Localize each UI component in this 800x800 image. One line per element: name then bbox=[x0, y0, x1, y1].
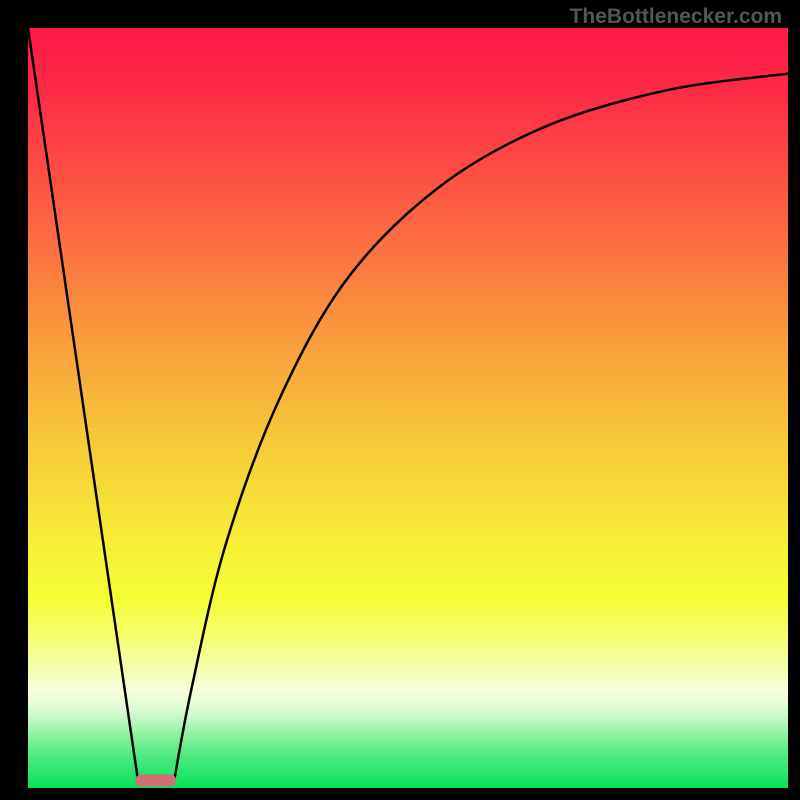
bottleneck-marker bbox=[135, 774, 176, 786]
left-descending-line bbox=[28, 28, 138, 782]
watermark-text: TheBottlenecker.com bbox=[570, 5, 782, 29]
right-rising-curve bbox=[174, 74, 788, 782]
chart-plot-area bbox=[28, 28, 788, 788]
plot-overlay bbox=[28, 28, 788, 788]
